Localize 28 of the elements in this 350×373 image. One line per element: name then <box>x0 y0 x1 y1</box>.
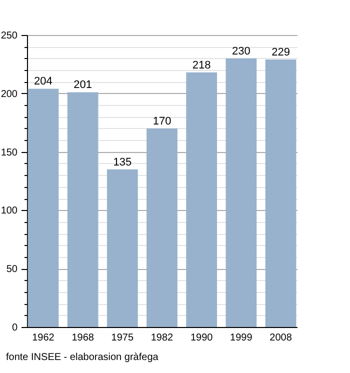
data-label: 135 <box>113 156 132 168</box>
x-tick-label: 1962 <box>32 332 55 344</box>
bar <box>28 88 59 327</box>
y-tick-label: 250 <box>0 30 18 42</box>
x-tick-label: 1999 <box>230 332 253 344</box>
data-label: 218 <box>192 59 211 72</box>
y-tick-label: 200 <box>0 88 18 100</box>
x-tick-label: 1990 <box>190 332 214 344</box>
bar <box>67 92 98 327</box>
x-tick-label: 1982 <box>150 332 174 344</box>
y-tick-label: 0 <box>12 322 18 334</box>
data-label: 201 <box>74 79 92 92</box>
bar <box>265 60 296 327</box>
bar <box>106 169 138 327</box>
data-label: 230 <box>232 45 250 58</box>
x-tick-label: 1975 <box>111 332 134 344</box>
bar <box>186 72 218 327</box>
y-tick-label: 50 <box>6 264 18 276</box>
y-tick-label: 100 <box>0 206 18 217</box>
source-note: fonte INSEE - elaborasion gràfega <box>6 352 158 363</box>
bar <box>146 128 178 327</box>
x-tick-label: 2008 <box>270 332 292 344</box>
data-label: 170 <box>152 115 172 128</box>
y-tick-label: 150 <box>0 147 18 158</box>
bar <box>226 58 257 327</box>
data-label: 204 <box>34 76 52 88</box>
data-label: 229 <box>272 46 290 59</box>
x-tick-label: 1968 <box>72 332 94 344</box>
